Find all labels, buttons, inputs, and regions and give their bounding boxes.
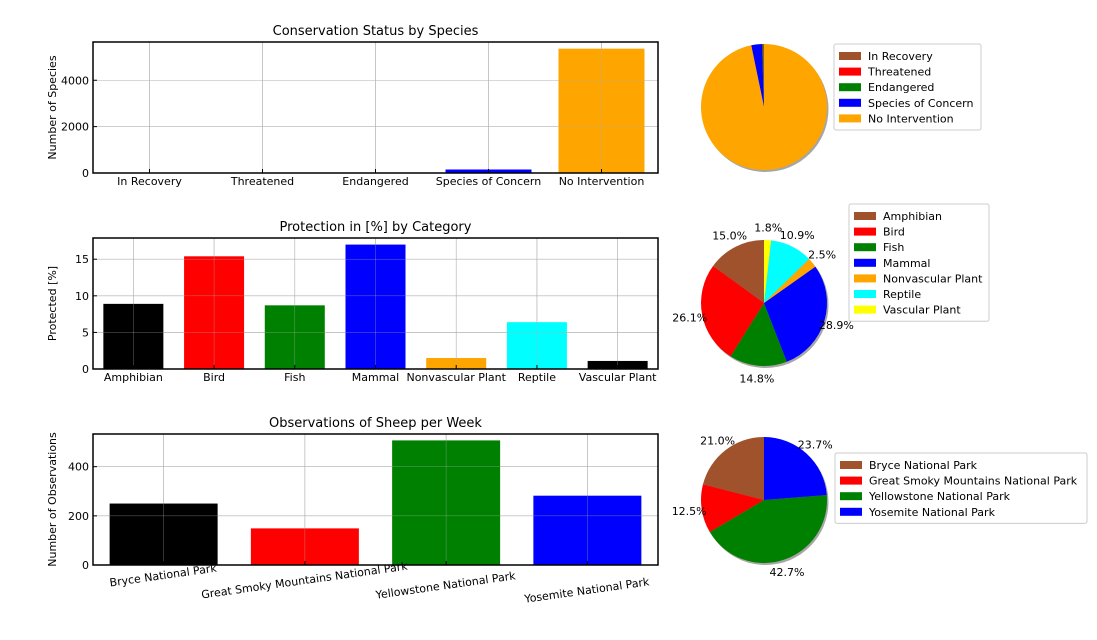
x-tick-label: Fish: [284, 371, 305, 384]
bar-chart-1: Protection in [%] by Category 0 5 10 15 Amphi…: [46, 220, 659, 384]
pie-chart-2: 21.0% 12.5% 42.7% 23.7% Bryce National Park G…: [672, 434, 1088, 579]
x-tick-label: Vascular Plant: [579, 371, 657, 384]
pie-percent-label: 21.0%: [700, 434, 735, 447]
pie-percent-label: 15.0%: [712, 230, 747, 243]
x-tick-label: Bird: [203, 371, 225, 384]
legend-swatch: [840, 476, 862, 485]
pie-slice-nonvascular-plant: [764, 259, 816, 303]
y-tick-label: 5: [82, 326, 89, 339]
y-tick-label: 4000: [61, 74, 89, 87]
x-tick-label: Nonvascular Plant: [406, 371, 506, 384]
legend-swatch: [854, 258, 876, 267]
y-tick-label: 0: [82, 167, 89, 180]
legend-label: Bird: [883, 226, 905, 239]
y-tick-label: 10: [75, 290, 89, 303]
legend-label: Nonvascular Plant: [883, 272, 983, 285]
chart-title: Conservation Status by Species: [273, 24, 479, 39]
legend-swatch: [839, 83, 861, 92]
legend-label: No Intervention: [868, 112, 954, 125]
bar-chart-0: Conservation Status by Species 0 2000 4000 I…: [46, 24, 659, 188]
pie-percent-label: 12.5%: [672, 505, 707, 518]
pie-slice-great-smoky-mountains-national-park: [701, 484, 764, 533]
pie-slice-endangered: [761, 44, 764, 107]
legend-label: Great Smoky Mountains National Park: [869, 475, 1078, 488]
legend-swatch: [839, 67, 861, 76]
pie-percent-label: 1.8%: [754, 222, 782, 235]
y-tick-label: 0: [82, 559, 89, 572]
legend-box: [848, 203, 990, 322]
legend-label: Mammal: [883, 257, 930, 270]
y-tick-label: 15: [75, 253, 89, 266]
pie-percent-label: 10.9%: [780, 229, 815, 242]
x-tick-label: Endangered: [342, 175, 408, 188]
legend-label: Amphibian: [883, 210, 942, 223]
bar-chart-2: Observations of Sheep per Week0200400Bry…: [46, 416, 659, 606]
y-tick-label: 200: [68, 510, 89, 523]
x-tick-label: Amphibian: [104, 371, 163, 384]
x-tick-label: Threatened: [230, 175, 294, 188]
pie-slice-species-of-concern: [751, 44, 764, 107]
y-axis-label: Protected [%]: [46, 266, 59, 341]
legend-label: Vascular Plant: [883, 304, 961, 317]
x-tick-label: Mammal: [352, 371, 399, 384]
pie-percent-label: 42.7%: [769, 566, 804, 579]
legend-swatch: [840, 507, 862, 516]
pie-percent-label: 28.9%: [819, 319, 854, 332]
pie-slice-bird: [700, 265, 764, 357]
y-axis-label: Number of Observations: [46, 432, 59, 567]
legend-label: Fish: [883, 241, 904, 254]
pie-slice-vascular-plant: [764, 240, 772, 303]
pie-slice-mammal: [764, 266, 827, 362]
legend-label: Species of Concern: [868, 97, 973, 110]
pie-percent-label: 23.7%: [798, 438, 833, 451]
y-tick-label: 2000: [61, 121, 89, 134]
legend-swatch: [839, 98, 861, 107]
pie-slice-no-intervention: [701, 44, 827, 171]
axes-frame: [92, 433, 659, 566]
pie-chart-1: 15.0% 26.1% 14.8% 28.9% 2.5% 10.9%1.8% Amphibi…: [672, 203, 990, 385]
legend-swatch: [854, 243, 876, 252]
legend-swatch: [839, 114, 861, 123]
legend-swatch: [854, 290, 876, 298]
pie-chart-0: In Recovery Threatened Endangered Species o…: [701, 43, 982, 172]
legend-swatch: [854, 305, 876, 314]
legend-label: Yosemite National Park: [868, 506, 996, 519]
legend-label: Threatened: [867, 66, 931, 79]
legend-box: [834, 452, 1088, 524]
pie-slice-threatened: [763, 44, 764, 107]
pie-percent-label: 14.8%: [739, 372, 774, 385]
pie-slice-reptile: [764, 240, 810, 303]
legend-swatch: [854, 227, 876, 236]
chart-title: Observations of Sheep per Week: [269, 416, 482, 431]
legend-label: Yellowstone National Park: [868, 490, 1011, 503]
legend-swatch: [840, 461, 862, 469]
legend-label: Reptile: [883, 288, 921, 301]
pie-slice-fish: [730, 303, 787, 367]
pie-slice-amphibian: [713, 240, 764, 303]
chart-title: Protection in [%] by Category: [280, 220, 472, 235]
x-tick-label: In Recovery: [117, 175, 182, 188]
pie-slice-bryce-national-park: [702, 437, 764, 500]
y-tick-label: 400: [68, 461, 89, 474]
y-tick-label: 0: [82, 363, 89, 376]
legend-swatch: [839, 52, 861, 60]
legend-box: [833, 43, 982, 131]
pie-slice-yellowstone-national-park: [709, 494, 828, 564]
pie-percent-label: 26.1%: [672, 311, 707, 324]
legend-swatch: [840, 492, 862, 501]
legend-label: Bryce National Park: [869, 459, 978, 472]
y-axis-label: Number of Species: [46, 55, 59, 159]
legend-label: Endangered: [868, 81, 934, 94]
legend-swatch: [854, 274, 876, 283]
x-tick-label: Species of Concern: [436, 175, 541, 188]
pie-slice-yosemite-national-park: [764, 437, 827, 500]
legend-label: In Recovery: [868, 50, 933, 63]
x-tick-label: Reptile: [518, 371, 556, 384]
x-tick-label: No Intervention: [559, 175, 645, 188]
pie-percent-label: 2.5%: [808, 249, 836, 262]
x-tick-label: Yosemite National Park: [523, 575, 651, 606]
legend-swatch: [854, 212, 876, 220]
